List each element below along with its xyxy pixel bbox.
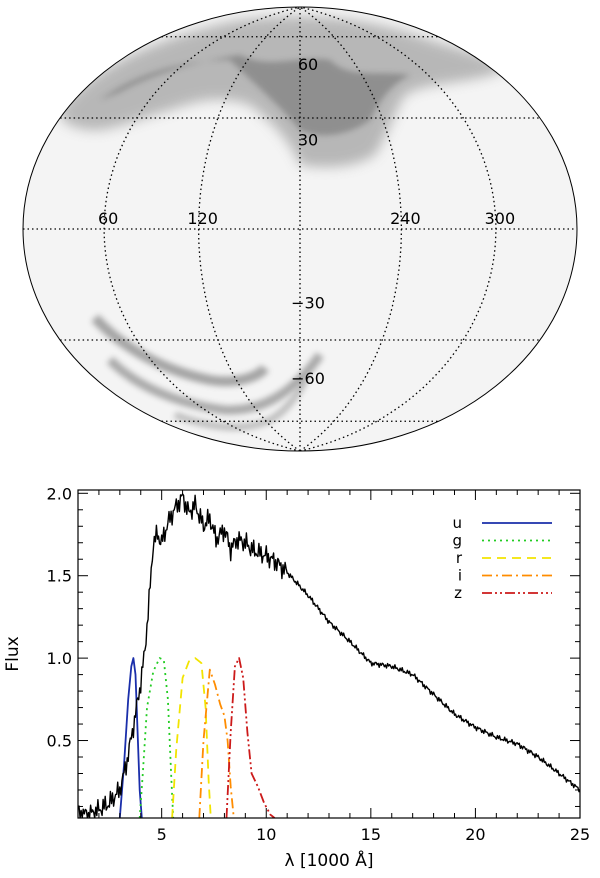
lon-label: 240 bbox=[390, 209, 421, 228]
density-region-north-core bbox=[100, 55, 410, 136]
lon-line bbox=[299, 7, 497, 451]
filter-curve-r bbox=[171, 657, 212, 818]
filter-curve-i bbox=[198, 668, 235, 818]
map-grid bbox=[23, 7, 577, 451]
x-tick-label: 5 bbox=[157, 825, 167, 844]
lon-label: 300 bbox=[485, 209, 516, 228]
spectrum-line bbox=[78, 493, 580, 818]
axes-ticks: 5 10 15 20 25 0.5 1.0 1.5 2.0 bbox=[47, 484, 591, 844]
spectrum-plot: 5 10 15 20 25 0.5 1.0 1.5 2.0 λ [1000 Å] Flux ug… bbox=[3, 484, 590, 871]
legend-label-i: i bbox=[458, 567, 462, 585]
y-tick-label: 2.0 bbox=[47, 484, 72, 503]
spectrum-series bbox=[78, 493, 580, 818]
lat-label: 30 bbox=[298, 131, 318, 150]
filter-curves bbox=[118, 657, 276, 818]
filter-curve-g bbox=[138, 657, 175, 818]
filter-curve-u bbox=[118, 657, 143, 818]
y-axis-label: Flux bbox=[3, 636, 23, 671]
density-regions bbox=[59, 16, 505, 431]
lon-label: 120 bbox=[187, 209, 218, 228]
filter-curve-z bbox=[225, 657, 276, 818]
x-tick-label: 25 bbox=[570, 825, 590, 844]
density-arc-1 bbox=[91, 314, 270, 387]
legend-label-g: g bbox=[452, 532, 462, 550]
lat-label: −60 bbox=[291, 369, 325, 388]
y-tick-label: 1.0 bbox=[47, 649, 72, 668]
sky-map-outline bbox=[22, 6, 578, 452]
plot-frame bbox=[77, 489, 581, 819]
y-tick-label: 1.5 bbox=[47, 567, 72, 586]
lon-line bbox=[103, 7, 301, 451]
legend-label-u: u bbox=[452, 514, 462, 532]
sky-map: 60 30 −30 −60 60 120 240 300 bbox=[22, 6, 578, 452]
lon-label: 60 bbox=[98, 209, 118, 228]
y-tick-label: 0.5 bbox=[47, 732, 72, 751]
x-tick-label: 15 bbox=[361, 825, 381, 844]
legend-label-r: r bbox=[456, 549, 463, 567]
density-arc-2 bbox=[106, 352, 324, 415]
x-tick-label: 20 bbox=[465, 825, 485, 844]
lat-label: −30 bbox=[291, 293, 325, 312]
legend-label-z: z bbox=[454, 584, 462, 602]
x-axis-label: λ [1000 Å] bbox=[284, 849, 373, 871]
map-labels: 60 30 −30 −60 60 120 240 300 bbox=[98, 55, 515, 388]
lat-label: 60 bbox=[298, 55, 318, 74]
x-tick-label: 10 bbox=[256, 825, 276, 844]
